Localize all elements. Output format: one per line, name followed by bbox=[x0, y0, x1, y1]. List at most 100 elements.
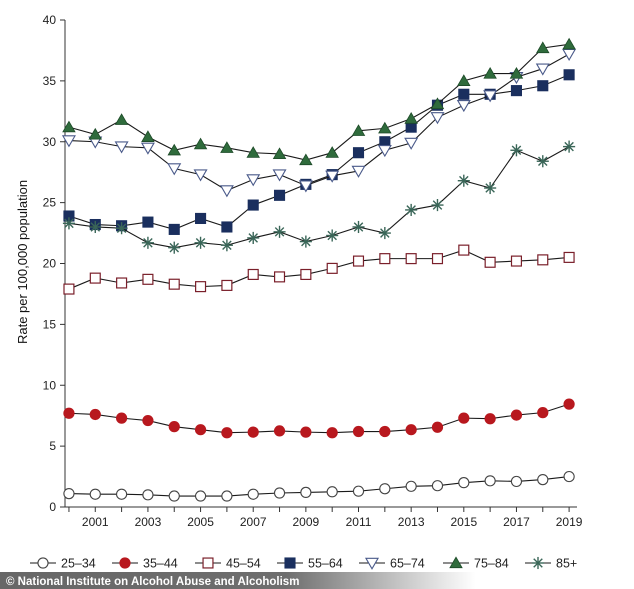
legend-item: 25–34 bbox=[30, 557, 96, 571]
data-point bbox=[431, 480, 444, 492]
asterisk-stroke bbox=[511, 145, 522, 156]
asterisk-stroke bbox=[432, 200, 443, 210]
data-point bbox=[63, 407, 75, 419]
x-tick-label: 2001 bbox=[82, 515, 109, 529]
data-point bbox=[194, 424, 207, 436]
data-point bbox=[352, 425, 365, 438]
y-tick-label: 25 bbox=[43, 196, 57, 210]
data-point bbox=[457, 174, 470, 187]
data-point bbox=[483, 66, 497, 79]
data-point bbox=[221, 279, 233, 291]
data-point bbox=[563, 398, 575, 410]
data-point bbox=[458, 477, 470, 489]
data-point bbox=[247, 199, 259, 211]
data-point bbox=[456, 100, 471, 113]
legend: 25–34 35–44 45–54 55–64 65–74 75–84 85+ bbox=[30, 556, 577, 571]
data-point bbox=[379, 483, 391, 495]
x-tick-label: 2005 bbox=[187, 515, 214, 529]
x-tick-label: 2017 bbox=[503, 515, 530, 529]
data-point bbox=[484, 181, 497, 195]
data-point bbox=[430, 112, 445, 125]
x-tick-label: 2011 bbox=[346, 515, 372, 529]
data-point bbox=[326, 427, 338, 439]
x-tick-label: 2007 bbox=[240, 515, 267, 529]
legend-item: 75–84 bbox=[443, 556, 509, 571]
data-point bbox=[405, 424, 417, 436]
asterisk-stroke bbox=[301, 236, 311, 247]
data-point bbox=[168, 241, 181, 254]
data-point bbox=[247, 268, 259, 281]
data-point bbox=[142, 273, 154, 285]
data-point bbox=[140, 142, 155, 155]
data-point bbox=[404, 112, 418, 124]
data-point bbox=[484, 413, 496, 425]
data-point bbox=[535, 63, 550, 76]
data-point bbox=[352, 147, 365, 159]
data-point bbox=[89, 220, 102, 234]
axes: 0 5 10 15 20 25 30 35 40 2001 2003 2005 2007 2009 2011… bbox=[43, 13, 583, 529]
data-point bbox=[563, 251, 575, 263]
legend-marker bbox=[449, 556, 463, 569]
data-point bbox=[273, 189, 286, 201]
data-point bbox=[509, 66, 524, 79]
legend-marker bbox=[284, 557, 296, 569]
legend-item: 45–54 bbox=[195, 557, 261, 571]
data-point bbox=[405, 203, 418, 216]
asterisk-stroke bbox=[222, 240, 232, 251]
data-point bbox=[195, 212, 207, 225]
data-point bbox=[510, 144, 523, 157]
data-point bbox=[220, 141, 234, 153]
data-point bbox=[168, 421, 180, 433]
series-line bbox=[68, 53, 570, 192]
data-point bbox=[379, 425, 391, 438]
data-point bbox=[510, 85, 523, 97]
data-point bbox=[510, 475, 523, 488]
asterisk-stroke bbox=[406, 205, 416, 215]
data-point bbox=[89, 272, 101, 284]
y-tick-label: 15 bbox=[43, 317, 57, 331]
data-point bbox=[193, 137, 208, 150]
data-point bbox=[325, 170, 340, 183]
x-tick-label: 2013 bbox=[398, 515, 425, 529]
data-point bbox=[379, 253, 391, 265]
asterisk-stroke bbox=[380, 228, 390, 238]
data-point bbox=[537, 407, 549, 419]
y-tick-label: 20 bbox=[43, 257, 57, 271]
series-35–44 bbox=[63, 398, 575, 439]
legend-item: 65–74 bbox=[359, 557, 425, 571]
data-point bbox=[300, 486, 312, 499]
data-point bbox=[167, 143, 181, 156]
asterisk-stroke bbox=[143, 238, 153, 248]
legend-item: 35–44 bbox=[112, 557, 178, 571]
data-point bbox=[168, 490, 180, 502]
data-point bbox=[221, 427, 233, 439]
data-point bbox=[221, 221, 233, 233]
asterisk-stroke bbox=[485, 183, 495, 193]
data-point bbox=[89, 488, 101, 500]
asterisk-stroke bbox=[327, 230, 337, 241]
data-point bbox=[115, 412, 128, 424]
credit-bar: © National Institute on Alcohol Abuse an… bbox=[0, 572, 634, 589]
legend-label: 75–84 bbox=[474, 557, 509, 571]
y-axis-title: Rate per 100,000 population bbox=[15, 180, 30, 344]
y-tick-label: 10 bbox=[43, 378, 57, 392]
legend-label: 45–54 bbox=[226, 557, 261, 571]
data-point bbox=[562, 48, 577, 61]
data-point bbox=[458, 412, 470, 424]
data-point bbox=[221, 490, 233, 502]
data-point bbox=[458, 88, 470, 100]
data-point bbox=[273, 487, 286, 499]
data-point bbox=[563, 140, 576, 153]
series-85+ bbox=[62, 140, 576, 254]
credit-text: © National Institute on Alcohol Abuse an… bbox=[6, 576, 300, 588]
series-layer bbox=[61, 37, 577, 502]
asterisk-stroke bbox=[169, 242, 180, 253]
data-point bbox=[405, 253, 417, 265]
legend-marker bbox=[119, 557, 131, 569]
data-point bbox=[458, 244, 470, 256]
asterisk-stroke bbox=[64, 218, 74, 229]
data-point bbox=[246, 174, 261, 187]
series-line bbox=[68, 146, 570, 249]
data-point bbox=[484, 256, 496, 268]
data-point bbox=[351, 165, 366, 178]
